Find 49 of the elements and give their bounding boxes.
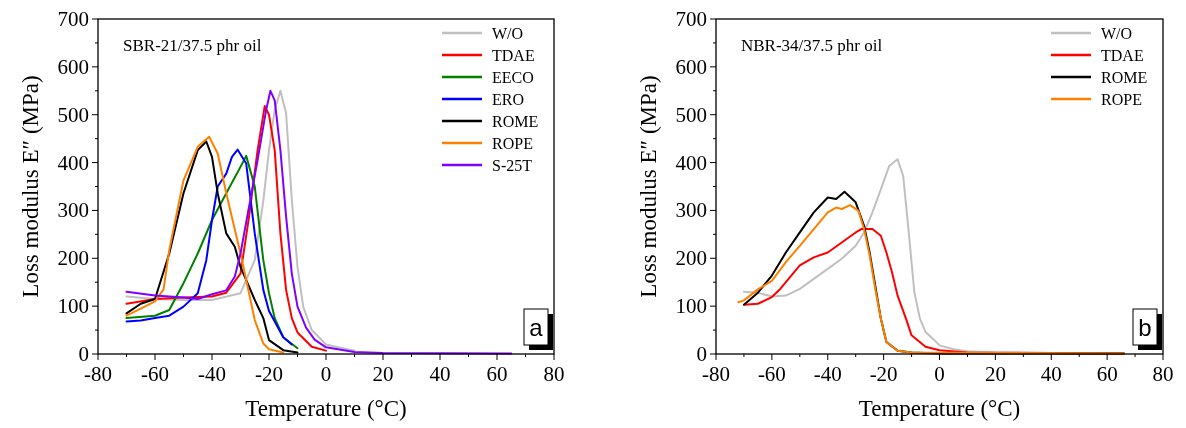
y-tick-label: 100	[57, 294, 89, 319]
y-tick-label: 500	[675, 102, 707, 127]
text: NBR-34/37.5 phr oil	[741, 36, 883, 55]
x-tick-label: 80	[1152, 362, 1174, 386]
legend-label: EECO	[492, 69, 534, 86]
x-axis-title: Temperature (°C)	[858, 396, 1021, 421]
x-tick-label: -20	[869, 362, 898, 386]
y-tick-label: 400	[57, 150, 89, 175]
y-tick-label: 100	[675, 294, 707, 319]
x-tick-label: -60	[141, 362, 169, 386]
y-tick-label: 200	[57, 246, 89, 271]
x-tick-label: -20	[255, 362, 283, 386]
legend-label: ERO	[492, 91, 524, 108]
x-tick-label: 0	[934, 362, 945, 386]
x-tick-label: -40	[198, 362, 226, 386]
y-tick-label: 200	[675, 246, 707, 271]
x-tick-label: 40	[1040, 362, 1062, 386]
x-tick-label: -40	[813, 362, 842, 386]
y-tick-label: 700	[675, 7, 707, 31]
y-tick-label: 600	[57, 54, 89, 79]
annotation: b	[1138, 314, 1152, 341]
y-tick-label: 400	[675, 150, 707, 175]
y-axis-title: Loss modulus E″ (MPa)	[18, 75, 43, 298]
text: SBR-21/37.5 phr oil	[123, 36, 262, 55]
y-axis-title: Loss modulus E″ (MPa)	[636, 75, 661, 298]
y-tick-label: 300	[675, 198, 707, 223]
x-axis-title: Temperature (°C)	[245, 396, 407, 421]
legend-label: TDAE	[492, 47, 535, 64]
legend-label: ROPE	[1101, 91, 1142, 108]
y-tick-label: 500	[57, 102, 89, 127]
y-tick-label: 700	[57, 7, 89, 31]
x-tick-label: -60	[757, 362, 786, 386]
y-tick-label: 300	[57, 198, 89, 223]
legend-label: ROME	[1101, 69, 1148, 86]
x-tick-label: 60	[1096, 362, 1118, 386]
x-tick-label: 40	[429, 362, 451, 386]
x-tick-label: 60	[486, 362, 508, 386]
legend-label: ROME	[492, 113, 539, 130]
x-tick-label: 20	[984, 362, 1006, 386]
legend-label: W/O	[492, 25, 524, 42]
x-tick-label: 0	[320, 362, 332, 386]
legend-label: S-25T	[492, 157, 533, 174]
y-tick-label: 600	[675, 54, 707, 79]
x-tick-label: 20	[372, 362, 394, 386]
legend-label: TDAE	[1101, 47, 1144, 64]
legend-label: ROPE	[492, 135, 533, 152]
annotation: a	[529, 314, 544, 341]
legend-label: W/O	[1101, 25, 1133, 42]
x-tick-label: 80	[543, 362, 565, 386]
